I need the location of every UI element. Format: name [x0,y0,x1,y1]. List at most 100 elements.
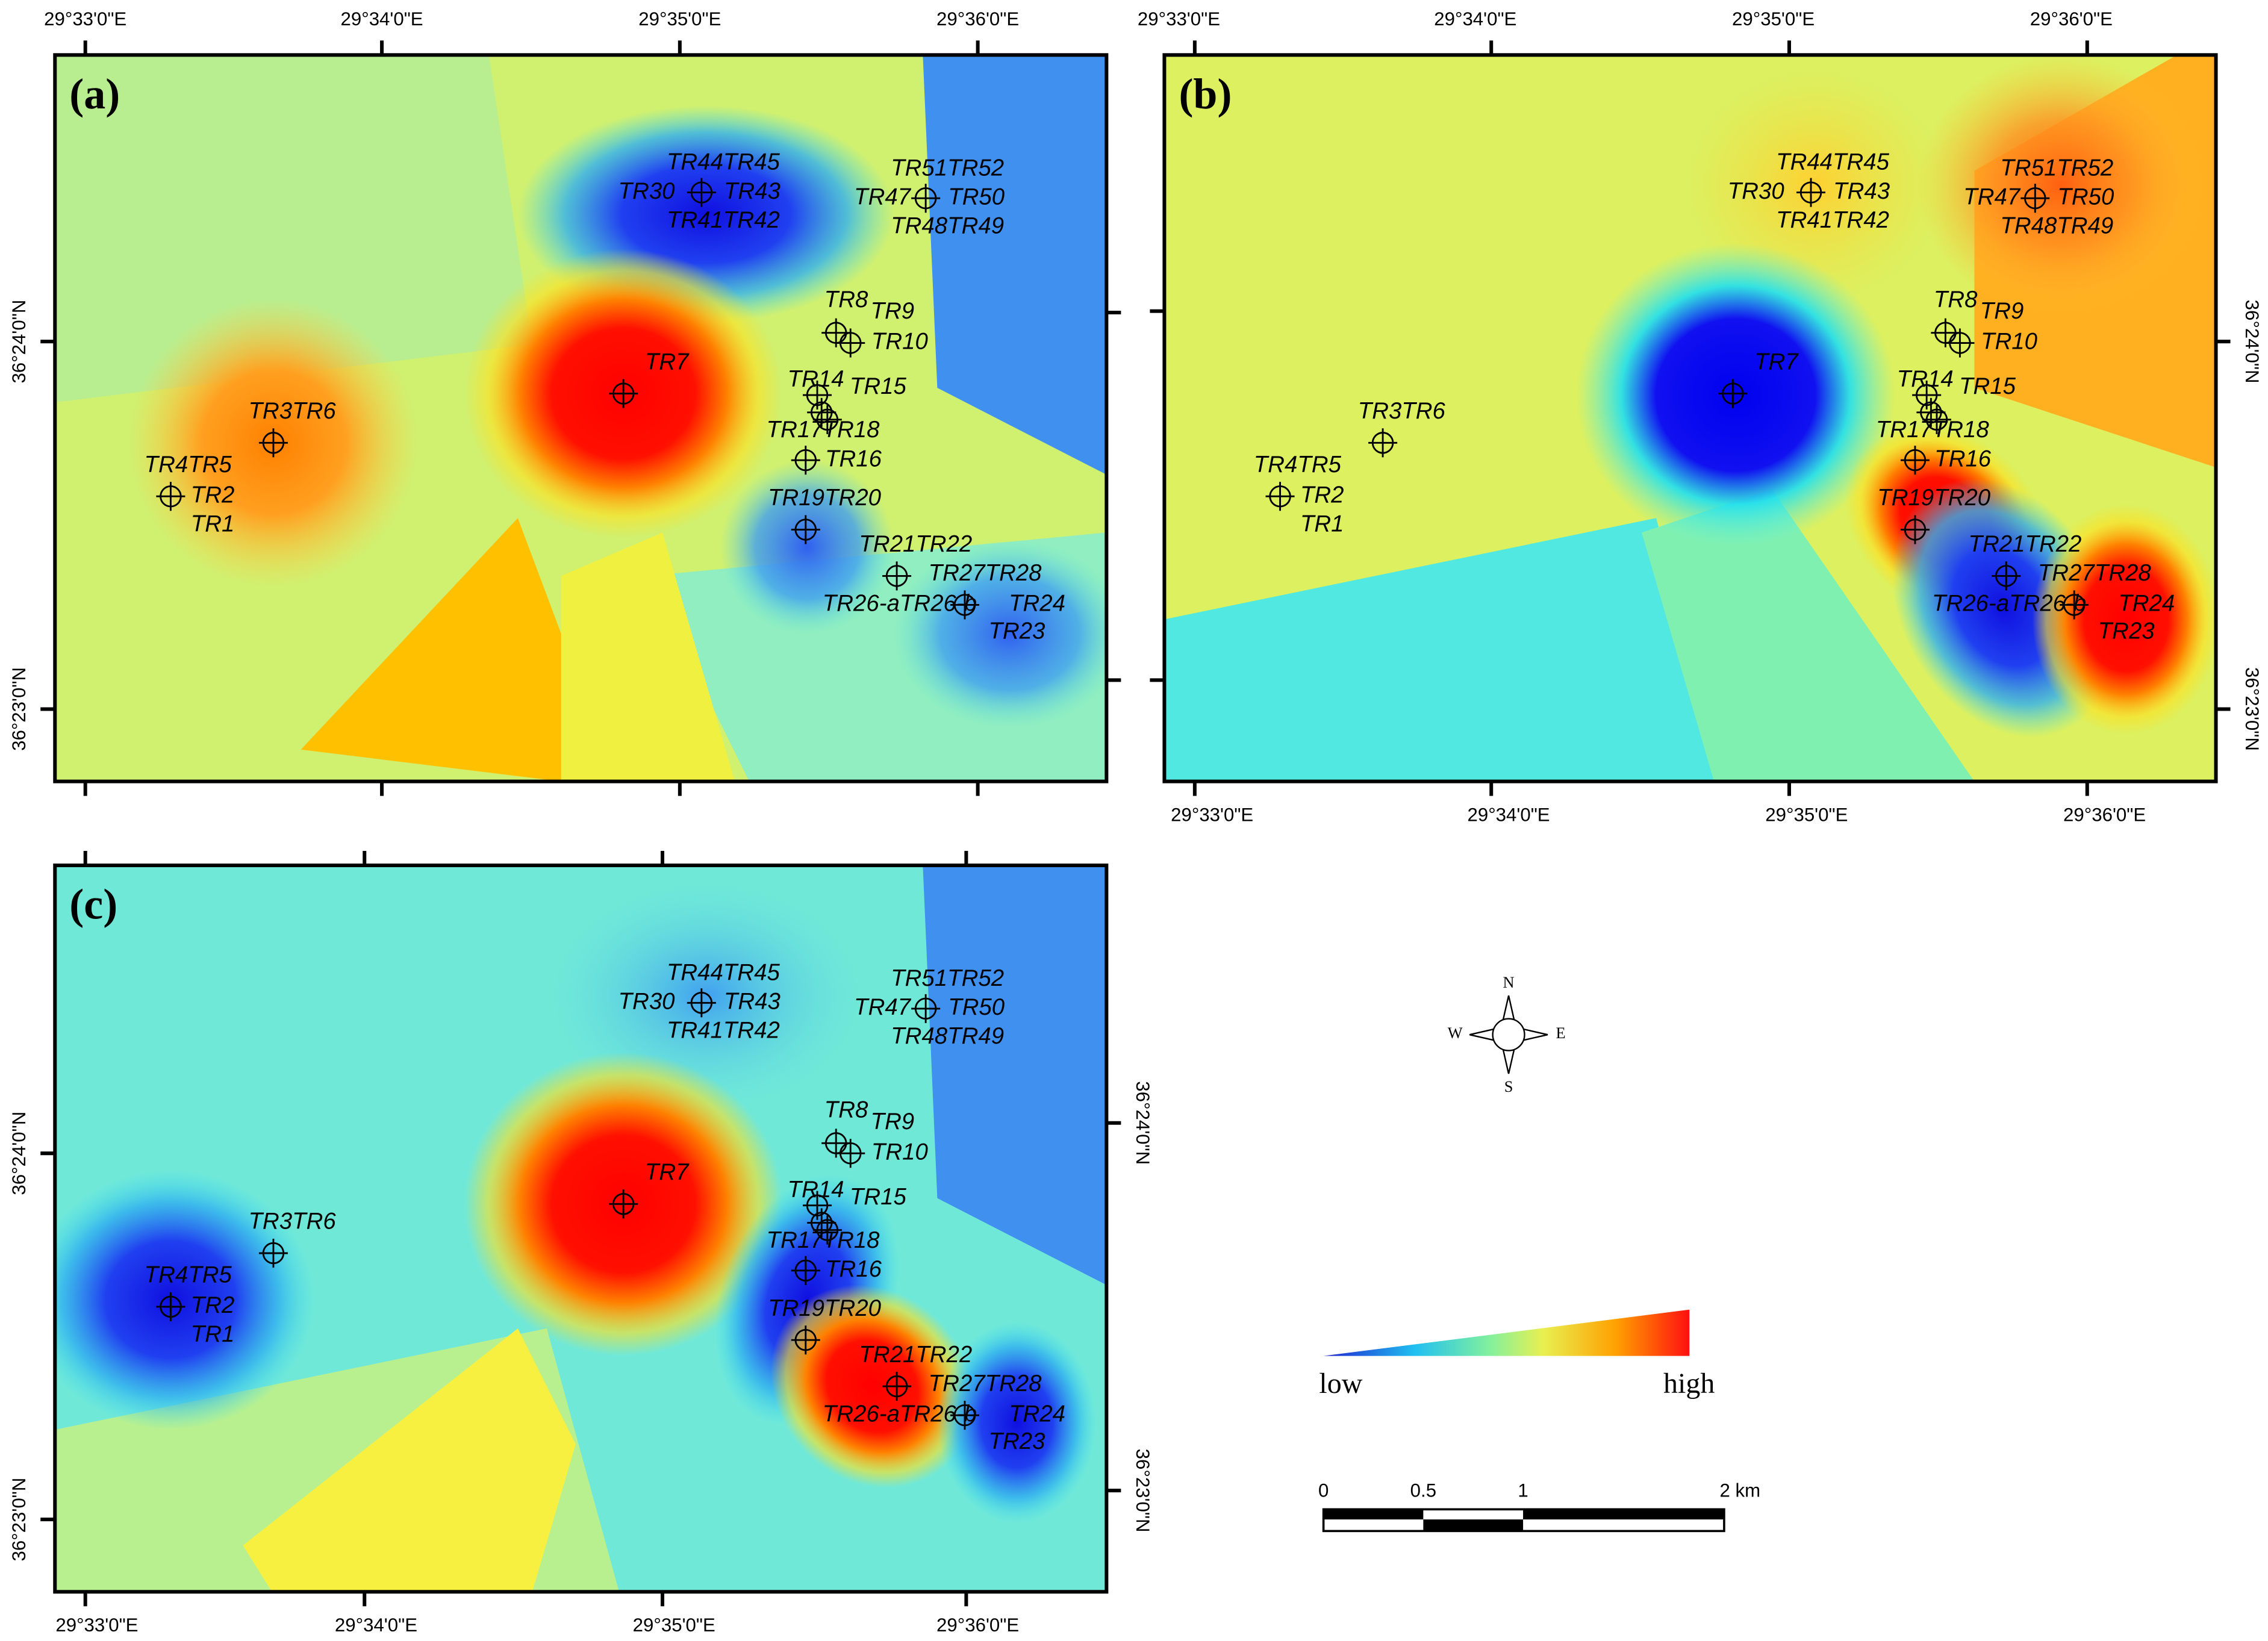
station-label: TR47 [854,994,912,1020]
station-marker [911,184,941,213]
station-label: TR41TR42 [667,207,780,233]
lon-label: 29°33'0"E [1171,805,1253,826]
west-label: W [1448,1024,1463,1042]
field-zone [923,865,1107,1285]
station-label: TR43 [724,178,781,204]
station-label: TR21TR22 [859,1342,972,1368]
lat-label: 36°24'0"N [8,300,30,384]
scale-label: 2 km [1720,1480,1761,1501]
station-marker [791,1256,820,1285]
station-label: TR7 [645,1159,690,1185]
station-label: TR15 [850,1184,907,1210]
field-zone [923,55,1107,475]
lat-label: 36°24'0"N [1132,1081,1153,1165]
station-marker [812,1215,842,1245]
station-marker [1922,405,1952,434]
station-marker [1916,397,1946,427]
station-marker [1945,328,1975,358]
station-label: TR8 [1934,287,1978,313]
station-label: TR26-aTR26-b [1932,591,2086,617]
station-label: TR16 [1934,446,1992,472]
station-label: TR47 [854,184,912,210]
field-zone [55,55,532,403]
lon-label: 29°34'0"E [335,1615,417,1636]
station-marker [1265,482,1295,511]
station-label: TR2 [1300,482,1344,508]
station-label: TR14 [788,1177,844,1203]
map-panel [55,55,1107,782]
field-zone [301,518,561,782]
station-marker [791,446,820,475]
lat-label: 36°23'0"N [8,667,30,751]
station-label: TR14 [788,366,844,392]
station-label: TR24 [1009,591,1065,617]
map-panel [55,865,1107,1592]
station-label: TR19TR20 [768,1295,881,1321]
station-label: TR3TR6 [1358,398,1446,424]
station-label: TR17TR18 [1876,417,1989,443]
lon-label: 29°35'0"E [1765,805,1848,826]
station-label: TR27TR28 [929,560,1042,586]
panel-label: (c) [69,880,117,929]
field [55,865,1107,1592]
station-marker [882,561,912,591]
field-blob [894,540,1107,728]
panel-frame [53,53,1109,783]
station-label: TR7 [1754,349,1799,375]
station-label: TR19TR20 [768,485,881,511]
station-marker [807,1208,836,1238]
lon-label: 29°35'0"E [633,1615,715,1636]
legend-ramp [1323,1309,1690,1356]
field-zone [1164,518,1729,782]
map-panel [1164,55,2216,782]
station-label: TR4TR5 [1254,452,1342,478]
station-marker [1900,446,1930,475]
station-label: TR24 [2118,591,2175,617]
station-label: TR16 [825,1256,882,1282]
station-label: TR41TR42 [667,1017,780,1043]
station-label: TR3TR6 [249,398,337,424]
station-label: TR23 [988,618,1045,644]
station-label: TR2 [191,482,235,508]
station-label: TR44TR45 [1776,149,1889,175]
station-marker [882,1372,912,1401]
lon-label: 29°34'0"E [1467,805,1550,826]
field-blob [770,1284,974,1488]
station-marker [1992,561,2021,591]
field-blob [1576,243,1895,547]
station-label: TR10 [871,329,929,355]
station-marker [911,994,941,1023]
lat-label: 36°24'0"N [8,1112,30,1195]
station-marker [836,328,865,358]
station-marker [802,1191,832,1220]
field-blob [1916,55,2206,316]
station-label: TR9 [871,1109,915,1135]
station-marker [687,178,716,207]
lon-label: 29°33'0"E [44,8,126,30]
station-marker [258,428,288,458]
station-label: TR15 [1959,373,2016,399]
panel-label: (b) [1179,70,1232,118]
station-label: TR1 [191,511,235,537]
station-label: TR30 [618,178,676,204]
station-label: TR51TR52 [2000,155,2113,181]
station-label: TR26-aTR26-b [823,591,977,617]
station-label: TR44TR45 [667,959,780,985]
station-label: TR30 [1728,178,1785,204]
station-marker [807,397,836,427]
station-label: TR44TR45 [667,149,780,175]
station-label: TR19TR20 [1877,485,1990,511]
station-label: TR50 [2057,184,2114,210]
station-marker [802,380,832,410]
station-marker [950,590,980,620]
station-label: TR23 [988,1428,1045,1454]
station-label: TR4TR5 [145,452,232,478]
station-label: TR23 [2098,618,2155,644]
station-label: TR21TR22 [1969,531,2082,557]
station-marker [791,1325,820,1355]
lon-label: 29°35'0"E [1732,8,1815,30]
lon-label: 29°36'0"E [936,1615,1019,1636]
station-label: TR10 [1981,329,2038,355]
lon-label: 29°33'0"E [1138,8,1220,30]
scale-bar [1322,1508,1725,1533]
